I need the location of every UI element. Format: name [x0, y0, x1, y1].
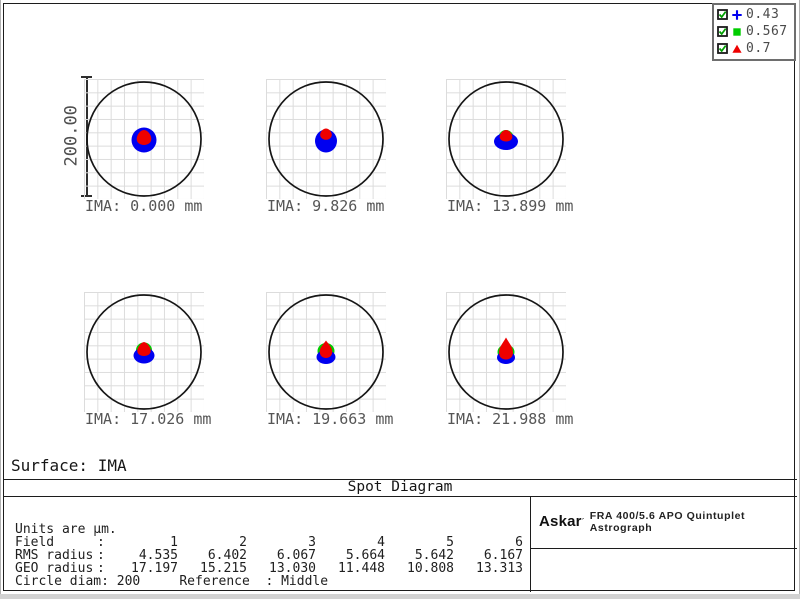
- ima-position-label: IMA: 13.899 mm: [447, 197, 574, 215]
- brand-trademark: ´: [581, 516, 585, 527]
- table-cell: 11.448: [338, 561, 385, 576]
- window-edge-bottom: [0, 594, 800, 599]
- rms-radius-row: RMS radius: 4.535 6.402 6.067 5.664 5.642 6.16…: [15, 549, 523, 562]
- diagram-title: Spot Diagram: [347, 479, 453, 495]
- table-cell: 13.313: [476, 561, 523, 576]
- spot-panel-field-6: [446, 292, 566, 412]
- table-cell: 13.030: [269, 561, 316, 576]
- table-cell: 4.535: [138, 548, 178, 563]
- reference-circle: [448, 81, 564, 197]
- circle-diam-reference-line: Circle diam: 200 Reference : Middle: [15, 574, 329, 589]
- legend-checkbox-icon[interactable]: [717, 26, 728, 37]
- table-cell: 17.197: [131, 561, 178, 576]
- divider-below-title: [3, 495, 797, 497]
- legend-checkbox-icon[interactable]: [717, 9, 728, 20]
- table-cell: 6.402: [207, 548, 247, 563]
- table-row-label: RMS radius: [15, 548, 94, 563]
- spot-plot: [448, 294, 564, 410]
- legend-checkbox-icon[interactable]: [717, 43, 728, 54]
- marker-triangle-icon: [732, 44, 742, 53]
- table-cell: 5.642: [414, 548, 454, 563]
- scale-bar-label: 200.00: [61, 105, 82, 167]
- ima-position-label: IMA: 9.826 mm: [267, 197, 385, 215]
- spot-panel-field-3: [446, 79, 566, 199]
- reference-circle: [86, 81, 202, 197]
- plot-frame: [3, 3, 795, 591]
- spot-red: [319, 340, 333, 358]
- legend-row: 0.567: [714, 23, 794, 40]
- titleblock-vertical-divider: [530, 496, 531, 592]
- table-colon: :: [97, 561, 105, 576]
- table-cell: 5: [446, 535, 454, 550]
- window-edge-left: [0, 0, 1, 599]
- table-cell: 6.067: [276, 548, 316, 563]
- table-cell: 2: [239, 535, 247, 550]
- spot-panel-field-1: [84, 79, 204, 199]
- reference-circle: [86, 294, 202, 410]
- spot-plot: [86, 294, 202, 410]
- spot-panel-field-4: [84, 292, 204, 412]
- legend-row: 0.43: [714, 6, 794, 23]
- ima-position-label: IMA: 0.000 mm: [85, 197, 203, 215]
- scale-bar-top-cap: [81, 76, 92, 78]
- marker-square-icon: [733, 27, 741, 36]
- table-cell: 6: [515, 535, 523, 550]
- spot-red: [136, 130, 152, 145]
- table-cell: 10.808: [407, 561, 454, 576]
- table-colon: :: [97, 535, 105, 550]
- table-cell: 5.664: [345, 548, 385, 563]
- spot-red: [499, 337, 513, 360]
- field-row: Field: 1 2 3 4 5 6: [15, 536, 523, 549]
- spot-plot: [448, 81, 564, 197]
- table-cell: 4: [377, 535, 385, 550]
- legend-wavelength-label: 0.567: [746, 24, 788, 39]
- spot-plot: [86, 81, 202, 197]
- legend-wavelength-label: 0.7: [746, 41, 771, 56]
- reference-circle: [268, 294, 384, 410]
- spot-red: [499, 130, 513, 142]
- spot-panel-field-2: [266, 79, 386, 199]
- spot-panel-field-5: [266, 292, 386, 412]
- spot-plot: [268, 81, 384, 197]
- table-cell: 1: [170, 535, 178, 550]
- brand-logo: Askar: [539, 513, 582, 530]
- table-row-label: GEO radius: [15, 561, 94, 576]
- spot-plot: [268, 294, 384, 410]
- legend-wavelength-label: 0.43: [746, 7, 780, 22]
- table-cell: 3: [308, 535, 316, 550]
- table-cell: 6.167: [483, 548, 523, 563]
- legend-row: 0.7: [714, 40, 794, 57]
- table-cell: 15.215: [200, 561, 247, 576]
- marker-plus-icon: [732, 9, 742, 20]
- spot-red: [320, 128, 332, 140]
- titleblock-horizontal-divider: [530, 547, 797, 549]
- divider-above-title: [3, 479, 797, 480]
- ima-position-label: IMA: 19.663 mm: [267, 410, 394, 428]
- units-line: Units are µm.: [15, 522, 117, 537]
- instrument-model: FRA 400/5.6 APO Quintuplet Astrograph: [589, 509, 746, 534]
- ima-position-label: IMA: 21.988 mm: [447, 410, 574, 428]
- surface-label: Surface: IMA: [11, 456, 127, 475]
- geo-radius-row: GEO radius: 17.197 15.215 13.030 11.448 10.80…: [15, 562, 523, 575]
- spot-red: [137, 342, 151, 356]
- spot-data-table: Units are µm. Field: 1 2 3 4 5 6 RMS radius: 4.…: [15, 523, 523, 588]
- ima-position-label: IMA: 17.026 mm: [85, 410, 212, 428]
- reference-circle: [448, 294, 564, 410]
- wavelength-legend: 0.43 0.567 0.7: [712, 3, 796, 61]
- table-row-label: Field: [15, 535, 55, 550]
- titleblock-brand-cell: Askar ´ FRA 400/5.6 APO Quintuplet Astrog…: [531, 496, 797, 547]
- table-colon: :: [97, 548, 105, 563]
- reference-circle: [268, 81, 384, 197]
